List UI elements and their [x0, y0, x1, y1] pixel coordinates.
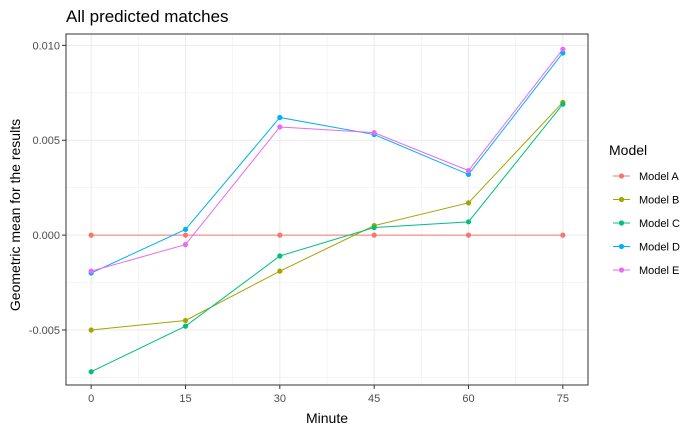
x-tick-label: 0	[88, 393, 94, 405]
x-axis-title: Minute	[306, 410, 348, 426]
x-tick-label: 60	[462, 393, 474, 405]
x-tick-label: 45	[368, 393, 380, 405]
legend-label-model-c: Model C	[639, 218, 680, 230]
legend-label-model-a: Model A	[639, 171, 679, 183]
data-point-model-a	[465, 232, 472, 238]
x-tick-label: 15	[179, 393, 191, 405]
data-point-model-d	[182, 226, 189, 233]
data-point-model-b	[88, 327, 94, 333]
data-point-model-c	[88, 369, 94, 375]
data-point-model-b	[277, 268, 283, 274]
x-tick-label: 75	[557, 393, 569, 405]
legend-key-point-model-b	[618, 196, 625, 203]
data-point-model-e	[182, 242, 189, 248]
series-line-model-b	[91, 101, 564, 331]
x-tick-label: 30	[274, 393, 286, 405]
series-line-model-c	[90, 103, 564, 373]
series-lines	[90, 48, 564, 373]
legend-label-model-d: Model D	[639, 242, 680, 254]
legend-key-point-model-d	[618, 243, 625, 250]
data-point-model-e	[465, 168, 472, 174]
series-line-model-d	[90, 52, 564, 274]
y-tick-label: 0.010	[32, 40, 60, 52]
legend-key-point-model-c	[618, 220, 625, 226]
data-point-model-c	[371, 224, 377, 231]
legend-label-model-b: Model B	[639, 195, 679, 207]
y-axis-ticks: -0.005 0.000 0.005 0.010	[29, 40, 66, 337]
legend-title: Model	[609, 142, 647, 158]
data-point-model-e	[371, 130, 377, 136]
data-point-model-a	[88, 232, 94, 238]
panel-border	[65, 33, 589, 386]
series-line-model-e	[91, 48, 564, 272]
chart-title: All predicted matches	[66, 7, 229, 26]
data-point-model-e	[88, 268, 94, 274]
data-point-model-e	[560, 46, 566, 52]
data-point-model-a	[560, 232, 566, 238]
legend-key-point-model-e	[618, 267, 625, 273]
series-points	[88, 46, 566, 375]
data-point-model-c	[465, 219, 472, 225]
data-point-model-e	[277, 124, 283, 130]
data-point-model-a	[182, 232, 189, 238]
y-tick-label: -0.005	[29, 325, 60, 337]
data-point-model-c	[182, 323, 189, 329]
y-tick-label: 0.000	[32, 230, 60, 242]
data-point-model-a	[277, 232, 283, 238]
x-axis-ticks: 0 15 30 45 60 75	[88, 385, 569, 405]
data-point-model-d	[465, 171, 472, 177]
data-point-model-b	[465, 200, 472, 206]
y-tick-label: 0.005	[32, 135, 60, 147]
data-point-model-c	[560, 101, 566, 107]
data-point-model-a	[371, 232, 377, 238]
plot-border	[65, 33, 589, 386]
legend-label-model-e: Model E	[639, 265, 679, 277]
data-point-model-c	[277, 253, 283, 259]
data-point-model-b	[182, 317, 189, 324]
y-axis-title: Geometric mean for the results	[7, 119, 23, 311]
legend: Model Model A Model B Model C Model D Model …	[609, 142, 680, 277]
data-point-model-d	[560, 50, 566, 56]
legend-key-point-model-a	[618, 173, 625, 179]
data-point-model-d	[277, 114, 283, 121]
